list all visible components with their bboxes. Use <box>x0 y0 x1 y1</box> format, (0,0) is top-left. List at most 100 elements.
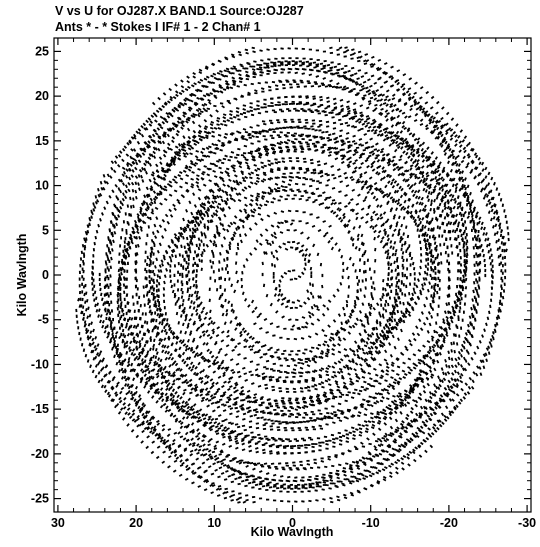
uv-point <box>195 328 199 332</box>
uv-point <box>447 127 452 131</box>
uv-point <box>182 310 186 315</box>
uv-point <box>187 139 192 144</box>
uv-point <box>418 170 422 175</box>
uv-point <box>364 53 369 56</box>
uv-point <box>161 460 166 464</box>
uv-point <box>440 116 444 121</box>
uv-point <box>211 328 215 332</box>
uv-point <box>354 269 357 273</box>
uv-point <box>90 349 94 354</box>
uv-point <box>216 119 220 123</box>
uv-point <box>153 362 157 367</box>
uv-point <box>379 112 384 117</box>
uv-point <box>461 139 466 143</box>
uv-point <box>448 188 452 193</box>
uv-point <box>428 356 433 360</box>
uv-point <box>446 174 450 178</box>
uv-point <box>236 85 241 88</box>
uv-point <box>306 65 310 68</box>
uv-point <box>382 478 387 482</box>
uv-point <box>109 336 113 341</box>
uv-point <box>403 199 407 204</box>
uv-point <box>267 191 271 196</box>
uv-point <box>306 385 311 389</box>
uv-point <box>243 472 247 475</box>
uv-point <box>299 387 304 390</box>
uv-point <box>432 411 437 416</box>
uv-point <box>349 464 353 467</box>
uv-point <box>450 149 454 154</box>
uv-point <box>325 423 329 426</box>
uv-point <box>161 349 165 354</box>
uv-point <box>148 202 153 207</box>
uv-point <box>374 373 379 377</box>
uv-point <box>132 197 135 201</box>
uv-point <box>245 339 249 343</box>
uv-point <box>387 162 391 167</box>
uv-point <box>350 79 354 82</box>
uv-point <box>382 176 386 180</box>
uv-point <box>255 173 260 177</box>
uv-point <box>303 467 307 471</box>
uv-point <box>210 214 214 218</box>
uv-point <box>378 129 383 133</box>
uv-point <box>388 412 392 416</box>
uv-point <box>211 381 215 386</box>
uv-point <box>173 233 178 237</box>
uv-point <box>473 351 477 355</box>
uv-point <box>395 223 399 228</box>
uv-point <box>456 205 460 210</box>
uv-point <box>345 436 350 440</box>
uv-point <box>396 458 401 462</box>
uv-point <box>397 172 402 177</box>
uv-point <box>364 475 369 479</box>
uv-point <box>160 381 165 385</box>
uv-point <box>410 390 415 394</box>
uv-point <box>280 210 285 213</box>
uv-point <box>147 410 151 414</box>
uv-point <box>286 138 291 142</box>
uv-point <box>386 334 390 339</box>
uv-point <box>411 261 415 266</box>
uv-point <box>248 370 252 374</box>
uv-point <box>420 311 424 315</box>
uv-point <box>240 479 245 483</box>
uv-point <box>412 448 416 452</box>
uv-point <box>345 77 349 81</box>
uv-point <box>260 165 265 169</box>
uv-point <box>417 189 421 194</box>
uv-point <box>471 148 475 152</box>
uv-point <box>244 175 249 180</box>
uv-point <box>197 416 202 420</box>
uv-point <box>124 325 128 329</box>
uv-point <box>255 373 259 377</box>
uv-point <box>392 216 396 220</box>
uv-point <box>125 293 129 298</box>
uv-point <box>394 418 399 423</box>
uv-point <box>91 341 95 346</box>
uv-point <box>249 125 253 129</box>
uv-point <box>242 264 246 269</box>
uv-point <box>232 65 237 69</box>
uv-point <box>111 377 115 382</box>
uv-point <box>455 237 458 241</box>
uv-point <box>216 405 221 409</box>
uv-point <box>106 173 110 178</box>
uv-point <box>456 252 460 257</box>
uv-point <box>415 434 420 438</box>
uv-point <box>425 363 429 367</box>
uv-point <box>446 205 450 210</box>
uv-point <box>229 407 234 411</box>
uv-point <box>420 147 424 152</box>
uv-point <box>429 259 433 263</box>
uv-point <box>171 332 176 336</box>
uv-point <box>139 225 143 230</box>
uv-point <box>379 103 383 107</box>
uv-point <box>102 186 106 191</box>
uv-point <box>376 481 380 485</box>
uv-point <box>148 305 152 309</box>
uv-point <box>269 177 274 180</box>
uv-point <box>152 190 157 194</box>
uv-point <box>178 346 182 351</box>
uv-point <box>426 212 430 216</box>
